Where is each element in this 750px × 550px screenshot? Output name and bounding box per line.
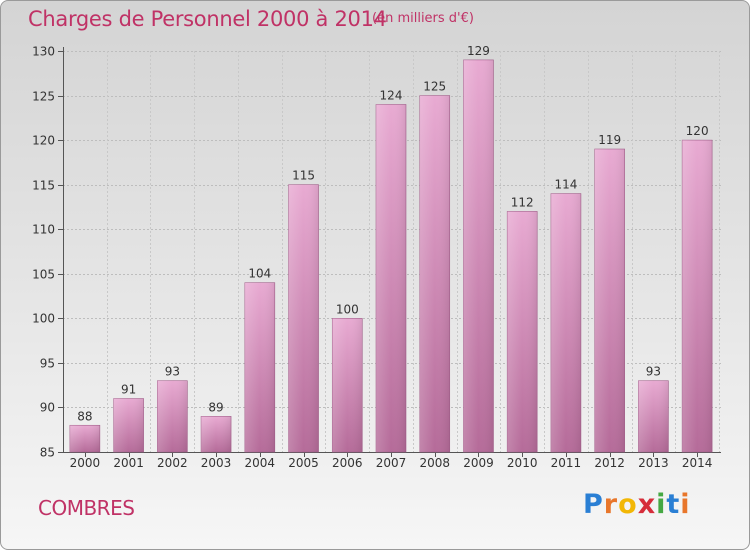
data-label: 119 <box>598 133 621 147</box>
y-tick-label: 120 <box>32 134 55 148</box>
y-tick-label: 105 <box>32 268 55 282</box>
labels: 85 90 95 100 105 110 115 120 125 130 88 2000 91 2001 9… <box>32 44 712 470</box>
proxiti-logo: Proxiti <box>583 489 691 520</box>
logo-letter: r <box>603 489 619 520</box>
data-label: 93 <box>165 365 180 379</box>
x-tick-label: 2005 <box>288 456 319 470</box>
bars <box>69 59 713 453</box>
data-label: 115 <box>292 169 315 183</box>
x-tick-label: 2002 <box>157 456 188 470</box>
data-label: 93 <box>646 365 661 379</box>
logo-letter: i <box>680 489 691 520</box>
data-label: 104 <box>248 267 271 281</box>
y-tick-label: 95 <box>40 357 55 371</box>
bar-shading <box>157 380 188 452</box>
y-tick-label: 90 <box>40 401 55 415</box>
x-tick-label: 2007 <box>376 456 407 470</box>
axes <box>58 47 721 457</box>
y-tick-label: 110 <box>32 223 55 237</box>
logo-letter: t <box>666 489 681 520</box>
bar-shading <box>594 149 625 452</box>
data-label: 89 <box>208 400 223 414</box>
data-label: 91 <box>121 383 136 397</box>
data-label: 124 <box>380 88 403 102</box>
data-label: 120 <box>686 124 709 138</box>
x-tick-label: 2010 <box>507 456 538 470</box>
data-label: 112 <box>511 195 534 209</box>
bar-shading <box>550 193 581 453</box>
logo-letter: P <box>583 489 604 520</box>
x-tick-label: 2014 <box>682 456 713 470</box>
bar-shading <box>419 95 450 453</box>
logo-letter: x <box>637 489 657 520</box>
x-tick-label: 2013 <box>638 456 669 470</box>
y-tick-label: 100 <box>32 312 55 326</box>
logo-letter: o <box>618 489 638 520</box>
y-tick-label: 115 <box>32 179 55 193</box>
logo-letter: i <box>656 489 667 520</box>
bar-shading <box>376 104 406 452</box>
data-label: 88 <box>77 409 92 423</box>
data-label: 129 <box>467 44 490 58</box>
bar-shading <box>638 380 669 452</box>
bar-shading <box>682 140 713 452</box>
x-tick-label: 2011 <box>551 456 582 470</box>
data-label: 125 <box>423 80 446 94</box>
y-tick-label: 125 <box>32 90 55 104</box>
y-tick-label: 130 <box>32 45 55 59</box>
bar-shading <box>332 318 363 452</box>
chart-title: Charges de Personnel 2000 à 2014 <box>28 7 387 31</box>
location-label: COMBRES <box>38 496 135 520</box>
x-tick-label: 2003 <box>201 456 232 470</box>
data-label: 100 <box>336 302 359 316</box>
bar-shading <box>463 59 494 453</box>
x-tick-label: 2001 <box>113 456 144 470</box>
x-tick-label: 2008 <box>419 456 450 470</box>
bar-shading <box>288 184 319 452</box>
bar-shading <box>507 211 538 452</box>
chart-subtitle: (en milliers d'€) <box>372 11 474 26</box>
x-tick-label: 2009 <box>463 456 494 470</box>
bar-shading <box>244 282 275 452</box>
x-tick-label: 2004 <box>245 456 276 470</box>
bar-shading <box>201 416 232 452</box>
x-tick-label: 2012 <box>594 456 625 470</box>
x-tick-label: 2006 <box>332 456 363 470</box>
x-tick-label: 2000 <box>70 456 101 470</box>
data-label: 114 <box>554 178 577 192</box>
bar-shading <box>69 425 100 452</box>
bar-shading <box>113 398 144 452</box>
y-tick-label: 85 <box>40 446 55 460</box>
